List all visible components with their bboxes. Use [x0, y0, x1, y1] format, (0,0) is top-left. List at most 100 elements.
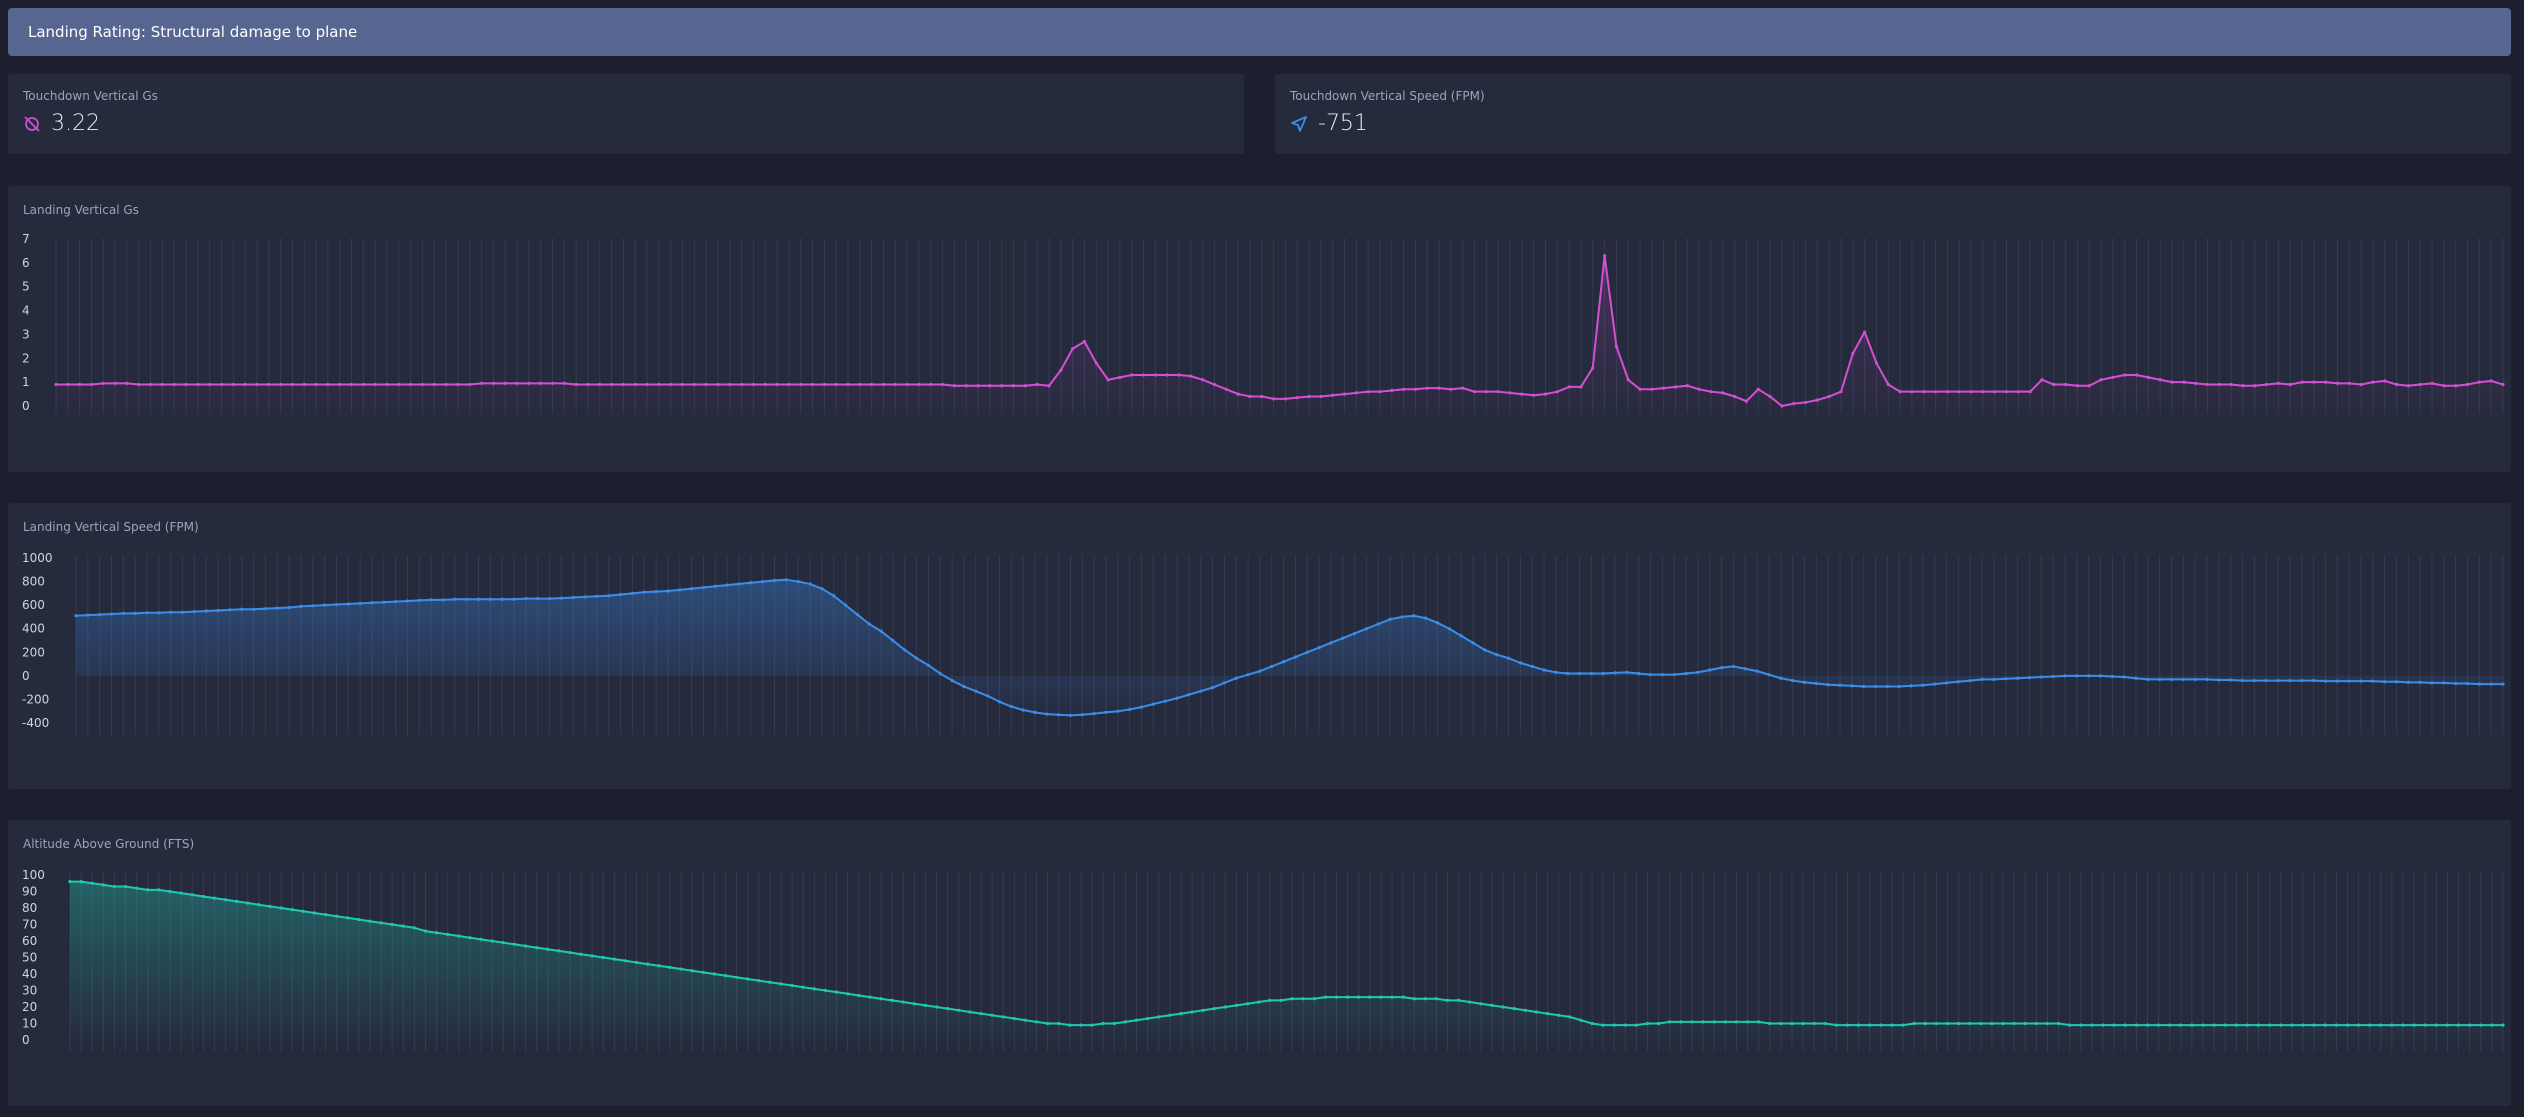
data-point[interactable] — [2501, 1023, 2505, 1027]
data-point[interactable] — [612, 957, 616, 961]
data-point[interactable] — [135, 886, 139, 890]
data-point[interactable] — [246, 901, 250, 905]
data-point[interactable] — [740, 382, 744, 387]
data-point[interactable] — [2454, 384, 2458, 388]
data-point[interactable] — [2090, 1023, 2094, 1027]
data-point[interactable] — [1157, 1015, 1161, 1019]
data-point[interactable] — [2430, 681, 2434, 685]
data-point[interactable] — [905, 382, 909, 387]
data-point[interactable] — [701, 970, 705, 974]
data-point[interactable] — [890, 998, 894, 1002]
data-point[interactable] — [2205, 677, 2209, 681]
data-point[interactable] — [1378, 390, 1382, 394]
data-point[interactable] — [2390, 1023, 2394, 1027]
data-point[interactable] — [2268, 1023, 2272, 1027]
data-point[interactable] — [2110, 674, 2114, 679]
data-point[interactable] — [2051, 674, 2055, 679]
data-point[interactable] — [1447, 627, 1451, 631]
data-point[interactable] — [2434, 1023, 2438, 1027]
data-point[interactable] — [1901, 1023, 1905, 1027]
data-point[interactable] — [1165, 373, 1169, 377]
data-point[interactable] — [1734, 1020, 1739, 1024]
data-point[interactable] — [1212, 1007, 1216, 1011]
data-point[interactable] — [2004, 390, 2009, 394]
data-point[interactable] — [2064, 382, 2068, 387]
data-point[interactable] — [1890, 1023, 1894, 1027]
data-point[interactable] — [1068, 1023, 1072, 1027]
data-point[interactable] — [1557, 1013, 1561, 1017]
data-point[interactable] — [583, 595, 587, 599]
data-point[interactable] — [914, 656, 919, 660]
data-point[interactable] — [2182, 380, 2186, 384]
data-point[interactable] — [287, 605, 291, 610]
data-point[interactable] — [623, 959, 628, 963]
data-point[interactable] — [1106, 378, 1110, 382]
data-point[interactable] — [1626, 378, 1630, 382]
data-point[interactable] — [512, 942, 516, 946]
data-point[interactable] — [1413, 387, 1418, 391]
data-point[interactable] — [2418, 382, 2422, 387]
data-point[interactable] — [2240, 678, 2245, 683]
data-point[interactable] — [1234, 676, 1238, 680]
data-point[interactable] — [453, 597, 457, 601]
data-point[interactable] — [1756, 387, 1760, 391]
data-point[interactable] — [1767, 673, 1771, 677]
data-point[interactable] — [2170, 380, 2174, 384]
data-point[interactable] — [1863, 330, 1867, 334]
data-point[interactable] — [1434, 997, 1439, 1001]
data-point[interactable] — [1701, 1020, 1705, 1024]
data-point[interactable] — [879, 629, 883, 633]
data-point[interactable] — [2406, 384, 2411, 388]
data-point[interactable] — [2134, 676, 2138, 680]
data-point[interactable] — [1268, 998, 1272, 1002]
data-point[interactable] — [820, 587, 824, 591]
data-point[interactable] — [109, 612, 114, 616]
data-point[interactable] — [1141, 373, 1146, 377]
data-point[interactable] — [1885, 684, 1889, 689]
data-point[interactable] — [1223, 1005, 1227, 1009]
data-point[interactable] — [957, 1008, 961, 1012]
data-point[interactable] — [89, 382, 94, 387]
data-point[interactable] — [539, 381, 543, 385]
data-point[interactable] — [557, 949, 561, 953]
data-point[interactable] — [1376, 622, 1380, 626]
data-point[interactable] — [1257, 1000, 1261, 1004]
data-point[interactable] — [1712, 1020, 1716, 1024]
data-point[interactable] — [2012, 1021, 2016, 1026]
data-point[interactable] — [1090, 1023, 1094, 1027]
data-point[interactable] — [796, 579, 800, 584]
data-point[interactable] — [678, 588, 682, 592]
data-point[interactable] — [1993, 390, 1997, 394]
data-point[interactable] — [2040, 378, 2044, 382]
data-point[interactable] — [618, 592, 623, 597]
data-point[interactable] — [257, 903, 261, 907]
data-point[interactable] — [441, 598, 445, 602]
data-point[interactable] — [312, 911, 317, 915]
data-point[interactable] — [2146, 375, 2150, 379]
data-point[interactable] — [822, 382, 826, 387]
data-point[interactable] — [692, 382, 696, 387]
data-point[interactable] — [1179, 1012, 1183, 1016]
data-point[interactable] — [634, 960, 639, 965]
data-point[interactable] — [891, 638, 895, 643]
data-point[interactable] — [479, 381, 484, 385]
data-point[interactable] — [169, 610, 173, 614]
data-point[interactable] — [157, 888, 161, 892]
data-point[interactable] — [1755, 669, 1759, 673]
data-point[interactable] — [1745, 1020, 1750, 1024]
data-point[interactable] — [346, 602, 350, 606]
data-point[interactable] — [723, 974, 728, 978]
data-point[interactable] — [768, 980, 772, 984]
data-point[interactable] — [668, 965, 672, 969]
data-point[interactable] — [810, 382, 815, 387]
data-point[interactable] — [1673, 385, 1678, 389]
data-point[interactable] — [1151, 702, 1155, 706]
data-point[interactable] — [397, 382, 401, 387]
data-point[interactable] — [2359, 679, 2363, 683]
data-point[interactable] — [68, 880, 72, 884]
data-point[interactable] — [679, 967, 683, 971]
data-point[interactable] — [500, 597, 504, 601]
data-point[interactable] — [204, 609, 208, 613]
data-point[interactable] — [680, 382, 685, 387]
data-point[interactable] — [1780, 404, 1784, 408]
